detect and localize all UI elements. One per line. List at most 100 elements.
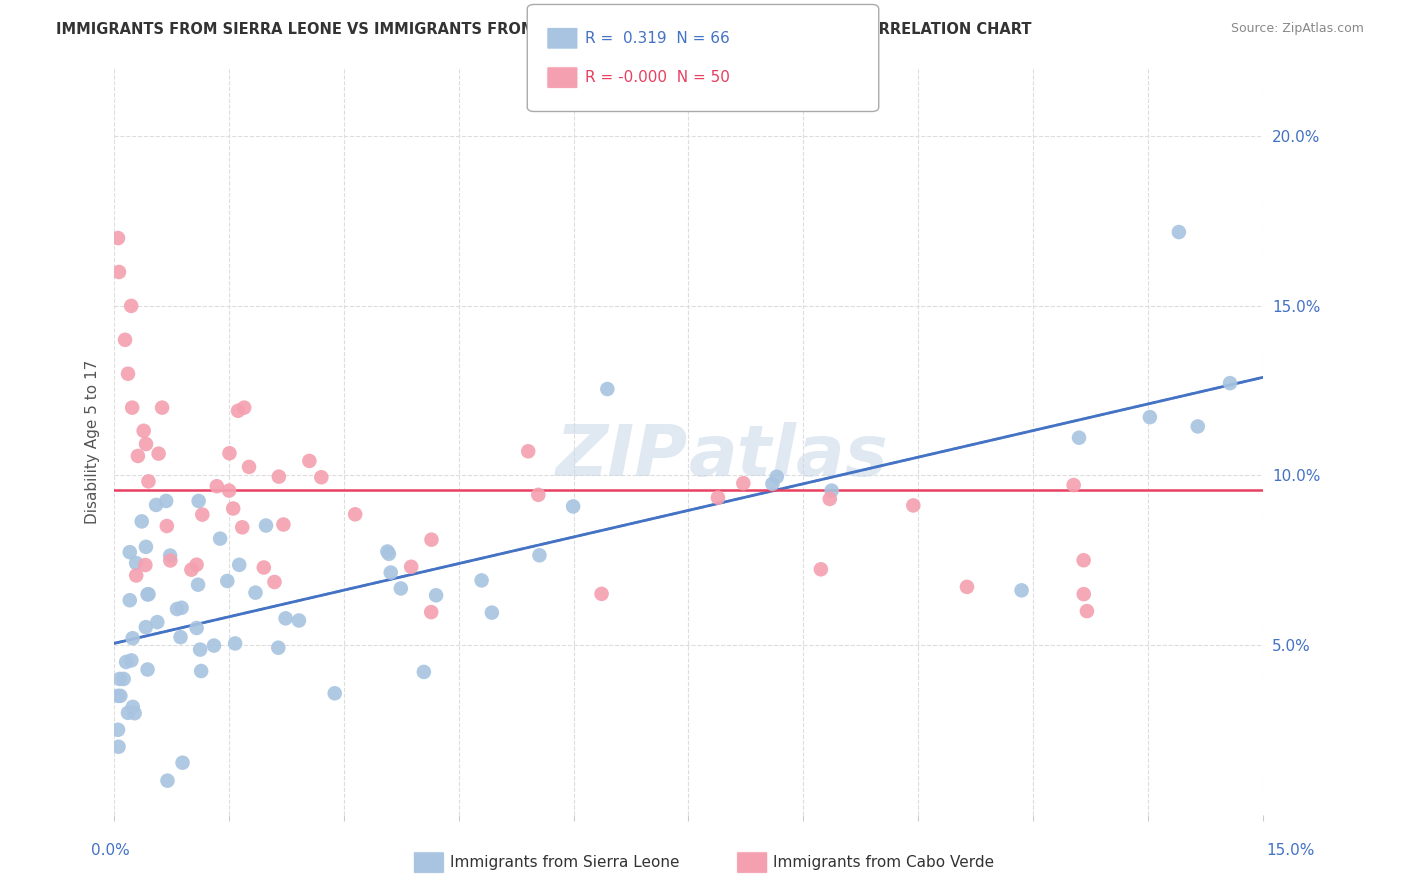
Point [810, 562, 832, 576]
Point [1073, 587, 1095, 601]
Point [254, 518, 277, 533]
Point [412, 665, 434, 679]
Point [298, 454, 321, 468]
Point [205, 479, 228, 493]
Text: ZIP: ZIP [557, 422, 689, 491]
Point [125, 568, 148, 582]
Point [596, 382, 619, 396]
Point [377, 544, 399, 558]
Point [125, 556, 148, 570]
Y-axis label: Disability Age 5 to 17: Disability Age 5 to 17 [86, 359, 100, 524]
Point [146, 615, 169, 629]
Point [245, 585, 267, 599]
Point [150, 401, 173, 415]
Point [956, 580, 979, 594]
Text: IMMIGRANTS FROM SIERRA LEONE VS IMMIGRANTS FROM CABO VERDE DISABILITY AGE 5 TO 1: IMMIGRANTS FROM SIERRA LEONE VS IMMIGRAN… [56, 22, 1032, 37]
Point [180, 563, 202, 577]
Point [136, 663, 159, 677]
Point [107, 723, 129, 737]
Point [186, 621, 208, 635]
Point [159, 553, 181, 567]
Point [114, 333, 136, 347]
Point [267, 640, 290, 655]
Point [120, 653, 142, 667]
Point [1067, 431, 1090, 445]
Point [820, 483, 842, 498]
Point [187, 494, 209, 508]
Point [166, 602, 188, 616]
Point [148, 447, 170, 461]
Point [112, 672, 135, 686]
Point [1187, 419, 1209, 434]
Point [323, 686, 346, 700]
Point [311, 470, 333, 484]
Point [233, 401, 256, 415]
Point [138, 587, 160, 601]
Point [135, 620, 157, 634]
Point [117, 706, 139, 720]
Point [124, 706, 146, 721]
Point [108, 265, 131, 279]
Point [471, 574, 494, 588]
Point [155, 494, 177, 508]
Point [399, 559, 422, 574]
Point [1073, 553, 1095, 567]
Point [527, 488, 550, 502]
Point [274, 611, 297, 625]
Point [1076, 604, 1098, 618]
Point [187, 577, 209, 591]
Point [761, 476, 783, 491]
Point [117, 367, 139, 381]
Point [159, 549, 181, 563]
Point [238, 459, 260, 474]
Point [389, 582, 412, 596]
Point [818, 491, 841, 506]
Point [172, 756, 194, 770]
Point [191, 508, 214, 522]
Point [118, 545, 141, 559]
Point [121, 401, 143, 415]
Point [481, 606, 503, 620]
Point [226, 404, 249, 418]
Point [186, 558, 208, 572]
Text: R =  0.319  N = 66: R = 0.319 N = 66 [585, 31, 730, 45]
Point [765, 470, 787, 484]
Point [115, 655, 138, 669]
Point [378, 547, 401, 561]
Point [136, 587, 159, 601]
Point [222, 501, 245, 516]
Point [425, 588, 447, 602]
Point [1139, 410, 1161, 425]
Text: Immigrants from Cabo Verde: Immigrants from Cabo Verde [773, 855, 994, 870]
Point [190, 664, 212, 678]
Point [1011, 583, 1033, 598]
Point [420, 605, 443, 619]
Point [131, 515, 153, 529]
Text: 15.0%: 15.0% [1267, 843, 1315, 858]
Point [903, 499, 925, 513]
Point [107, 231, 129, 245]
Point [156, 519, 179, 533]
Text: Immigrants from Sierra Leone: Immigrants from Sierra Leone [450, 855, 679, 870]
Point [135, 540, 157, 554]
Point [267, 469, 290, 483]
Point [263, 574, 285, 589]
Point [108, 672, 131, 686]
Point [707, 491, 730, 505]
Point [169, 630, 191, 644]
Point [107, 739, 129, 754]
Text: atlas: atlas [689, 422, 889, 491]
Point [231, 520, 253, 534]
Point [138, 475, 160, 489]
Point [209, 532, 232, 546]
Point [132, 424, 155, 438]
Point [118, 593, 141, 607]
Point [134, 558, 156, 572]
Point [217, 574, 239, 588]
Point [1219, 376, 1241, 391]
Point [202, 639, 225, 653]
Point [218, 446, 240, 460]
Point [273, 517, 295, 532]
Point [145, 498, 167, 512]
Point [127, 449, 149, 463]
